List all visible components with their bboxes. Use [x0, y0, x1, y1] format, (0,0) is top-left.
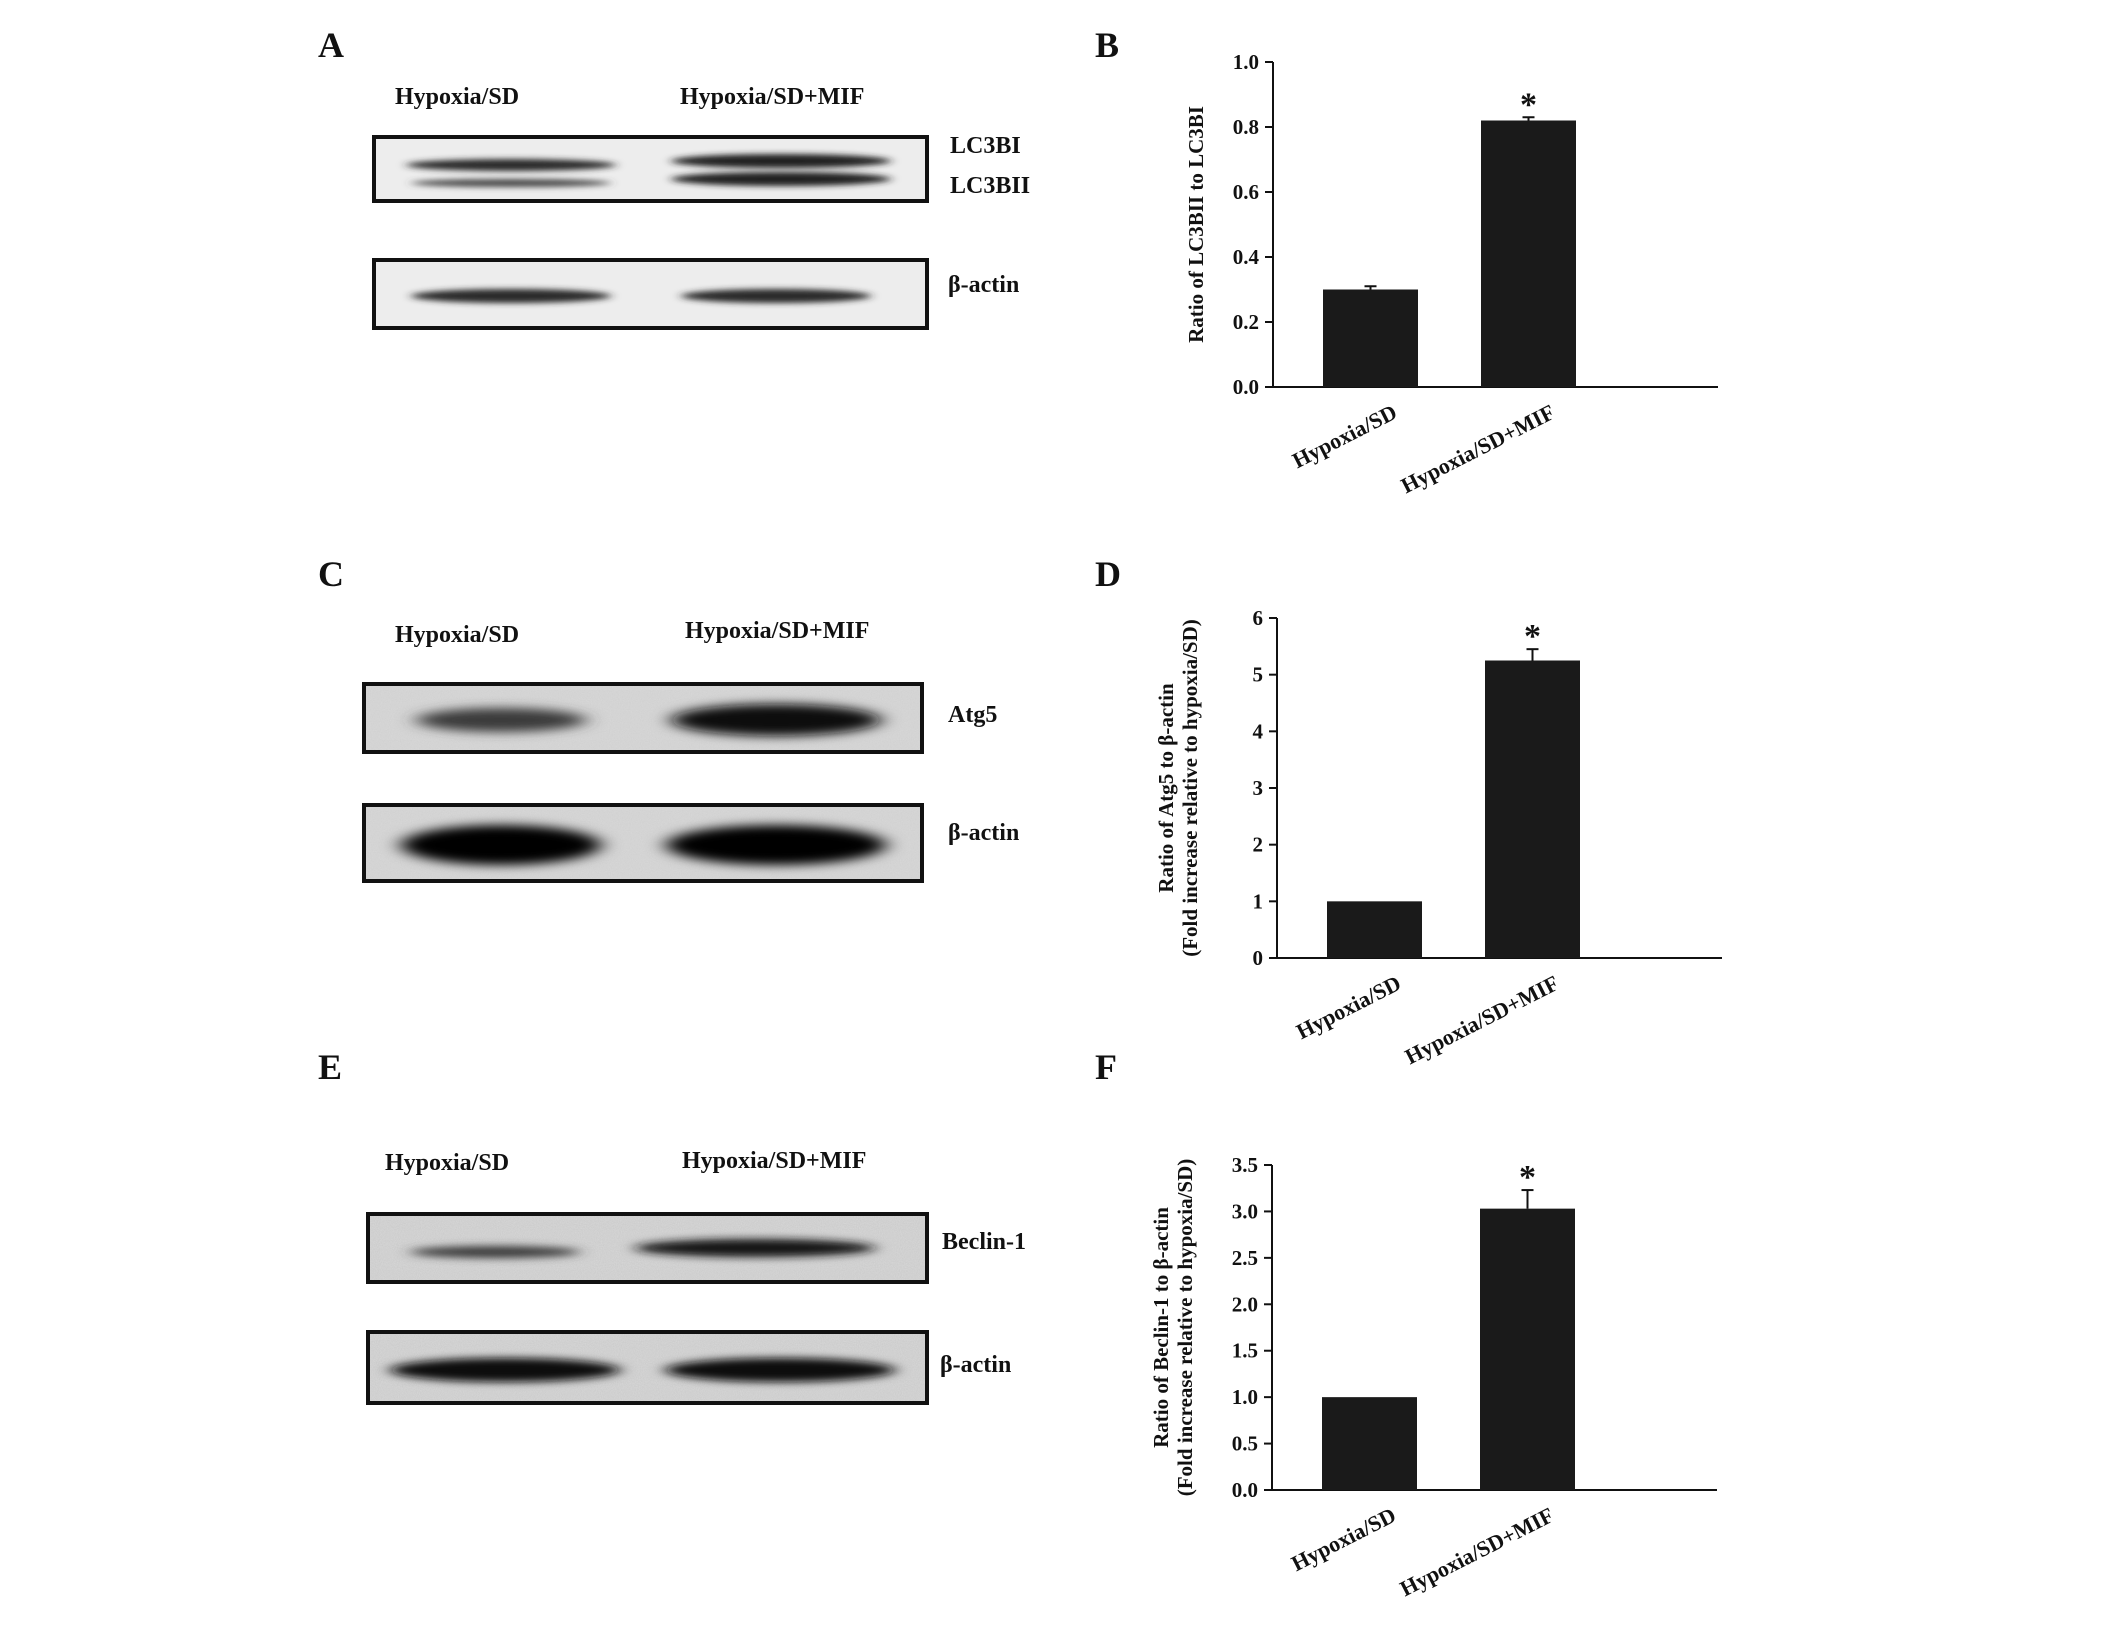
y-tick-label: 0.0	[1232, 1478, 1258, 1502]
y-tick-label: 1.0	[1233, 50, 1259, 74]
blot-bands-lc3b	[406, 154, 891, 187]
western-blot-beclin-1	[366, 1212, 929, 1284]
y-tick-label: 1.5	[1232, 1339, 1258, 1363]
bar	[1322, 1397, 1417, 1490]
category-label: Hypoxia/SD+MIF	[1401, 970, 1563, 1069]
y-tick-label: 2.5	[1232, 1246, 1258, 1270]
y-axis-label: Ratio of Atg5 to β-actin	[1154, 683, 1178, 893]
y-tick-label: 1	[1253, 889, 1264, 913]
y-tick-label: 0.0	[1233, 375, 1259, 399]
blot-bands-beta-actin-c	[366, 807, 920, 879]
western-blot-beta-actin-e	[366, 1330, 929, 1405]
y-tick-label: 4	[1253, 719, 1264, 743]
y-tick-label: 0.5	[1232, 1432, 1258, 1456]
blot-bands-beta-actin-e	[370, 1334, 925, 1401]
category-label: Hypoxia/SD+MIF	[1396, 1502, 1558, 1601]
western-blot-beta-actin-c	[362, 803, 924, 883]
bar	[1485, 660, 1580, 958]
band-label-lc3bi: LC3BI	[950, 133, 1021, 159]
bar	[1480, 1208, 1575, 1490]
lane-label-hypoxia-sd-mif: Hypoxia/SD+MIF	[685, 618, 870, 644]
panel-letter-b: B	[1095, 25, 1120, 65]
significance-marker: *	[1519, 1159, 1536, 1196]
category-label: Hypoxia/SD	[1287, 1502, 1400, 1576]
y-axis-label: Ratio of Beclin-1 to β-actin	[1149, 1207, 1173, 1448]
category-label: Hypoxia/SD+MIF	[1397, 399, 1559, 498]
significance-marker: *	[1524, 618, 1541, 655]
lane-label-hypoxia-sd-mif: Hypoxia/SD+MIF	[680, 84, 865, 110]
band-label-beclin-1: Beclin-1	[942, 1229, 1026, 1255]
y-tick-label: 3.0	[1232, 1199, 1258, 1223]
significance-marker: *	[1520, 86, 1537, 123]
y-tick-label: 2	[1253, 833, 1264, 857]
y-tick-label: 2.0	[1232, 1292, 1258, 1316]
western-blot-lc3b	[372, 135, 929, 203]
y-axis-label: (Fold increase relative to hypoxia/SD)	[1178, 619, 1202, 957]
lane-label-hypoxia-sd: Hypoxia/SD	[395, 622, 520, 648]
y-tick-label: 0.2	[1233, 310, 1259, 334]
lane-label-hypoxia-sd: Hypoxia/SD	[395, 84, 520, 110]
y-tick-label: 0	[1253, 946, 1264, 970]
western-blot-beta-actin-a	[372, 258, 929, 330]
y-tick-label: 0.8	[1233, 115, 1259, 139]
bar	[1327, 901, 1422, 958]
y-tick-label: 0.4	[1233, 245, 1260, 269]
bar-chart-b: 0.0 0.2 0.4 0.6 0.8 1.0 Hypoxia/SD * Hypoxia/SD+…	[1184, 50, 1718, 498]
bar-chart-f: 0.0 0.5 1.0 1.5 2.0 2.5 3.0 3.5 Hypoxia/SD * Hypox…	[1149, 1153, 1717, 1601]
category-label: Hypoxia/SD	[1292, 970, 1405, 1044]
western-blot-atg5	[362, 682, 924, 754]
bar-chart-d: 0 1 2 3 4 5 6 Hypoxia/SD * Hypoxia/SD+MIF Ratio of…	[1154, 606, 1722, 1069]
band-label-beta-actin-e: β-actin	[940, 1352, 1012, 1378]
y-tick-label: 5	[1253, 663, 1264, 687]
panel-letter-d: D	[1095, 554, 1121, 594]
band-label-atg5: Atg5	[948, 702, 998, 728]
category-label: Hypoxia/SD	[1288, 399, 1401, 473]
y-tick-label: 3	[1253, 776, 1264, 800]
blot-bands-atg5	[366, 686, 920, 750]
band-label-lc3bii: LC3BII	[950, 173, 1031, 199]
band-label-beta-actin-c: β-actin	[948, 820, 1020, 846]
y-tick-label: 1.0	[1232, 1385, 1258, 1409]
bar	[1481, 120, 1576, 387]
lane-label-hypoxia-sd: Hypoxia/SD	[385, 1150, 510, 1176]
blot-bands-beta-actin-a	[411, 289, 871, 303]
panel-letter-a: A	[318, 25, 344, 65]
y-tick-label: 6	[1253, 606, 1264, 630]
panel-letter-f: F	[1095, 1047, 1117, 1087]
lane-label-hypoxia-sd-mif: Hypoxia/SD+MIF	[682, 1148, 867, 1174]
panel-letter-c: C	[318, 554, 344, 594]
panel-letter-e: E	[318, 1047, 343, 1087]
y-tick-label: 3.5	[1232, 1153, 1258, 1177]
band-label-beta-actin-a: β-actin	[948, 272, 1020, 298]
y-axis-label: (Fold increase relative to hypoxia/SD)	[1173, 1159, 1197, 1497]
y-tick-label: 0.6	[1233, 180, 1259, 204]
y-axis-label: Ratio of LC3BII to LC3BI	[1184, 106, 1208, 343]
bar	[1323, 289, 1418, 387]
blot-bands-beclin-1	[370, 1216, 925, 1280]
